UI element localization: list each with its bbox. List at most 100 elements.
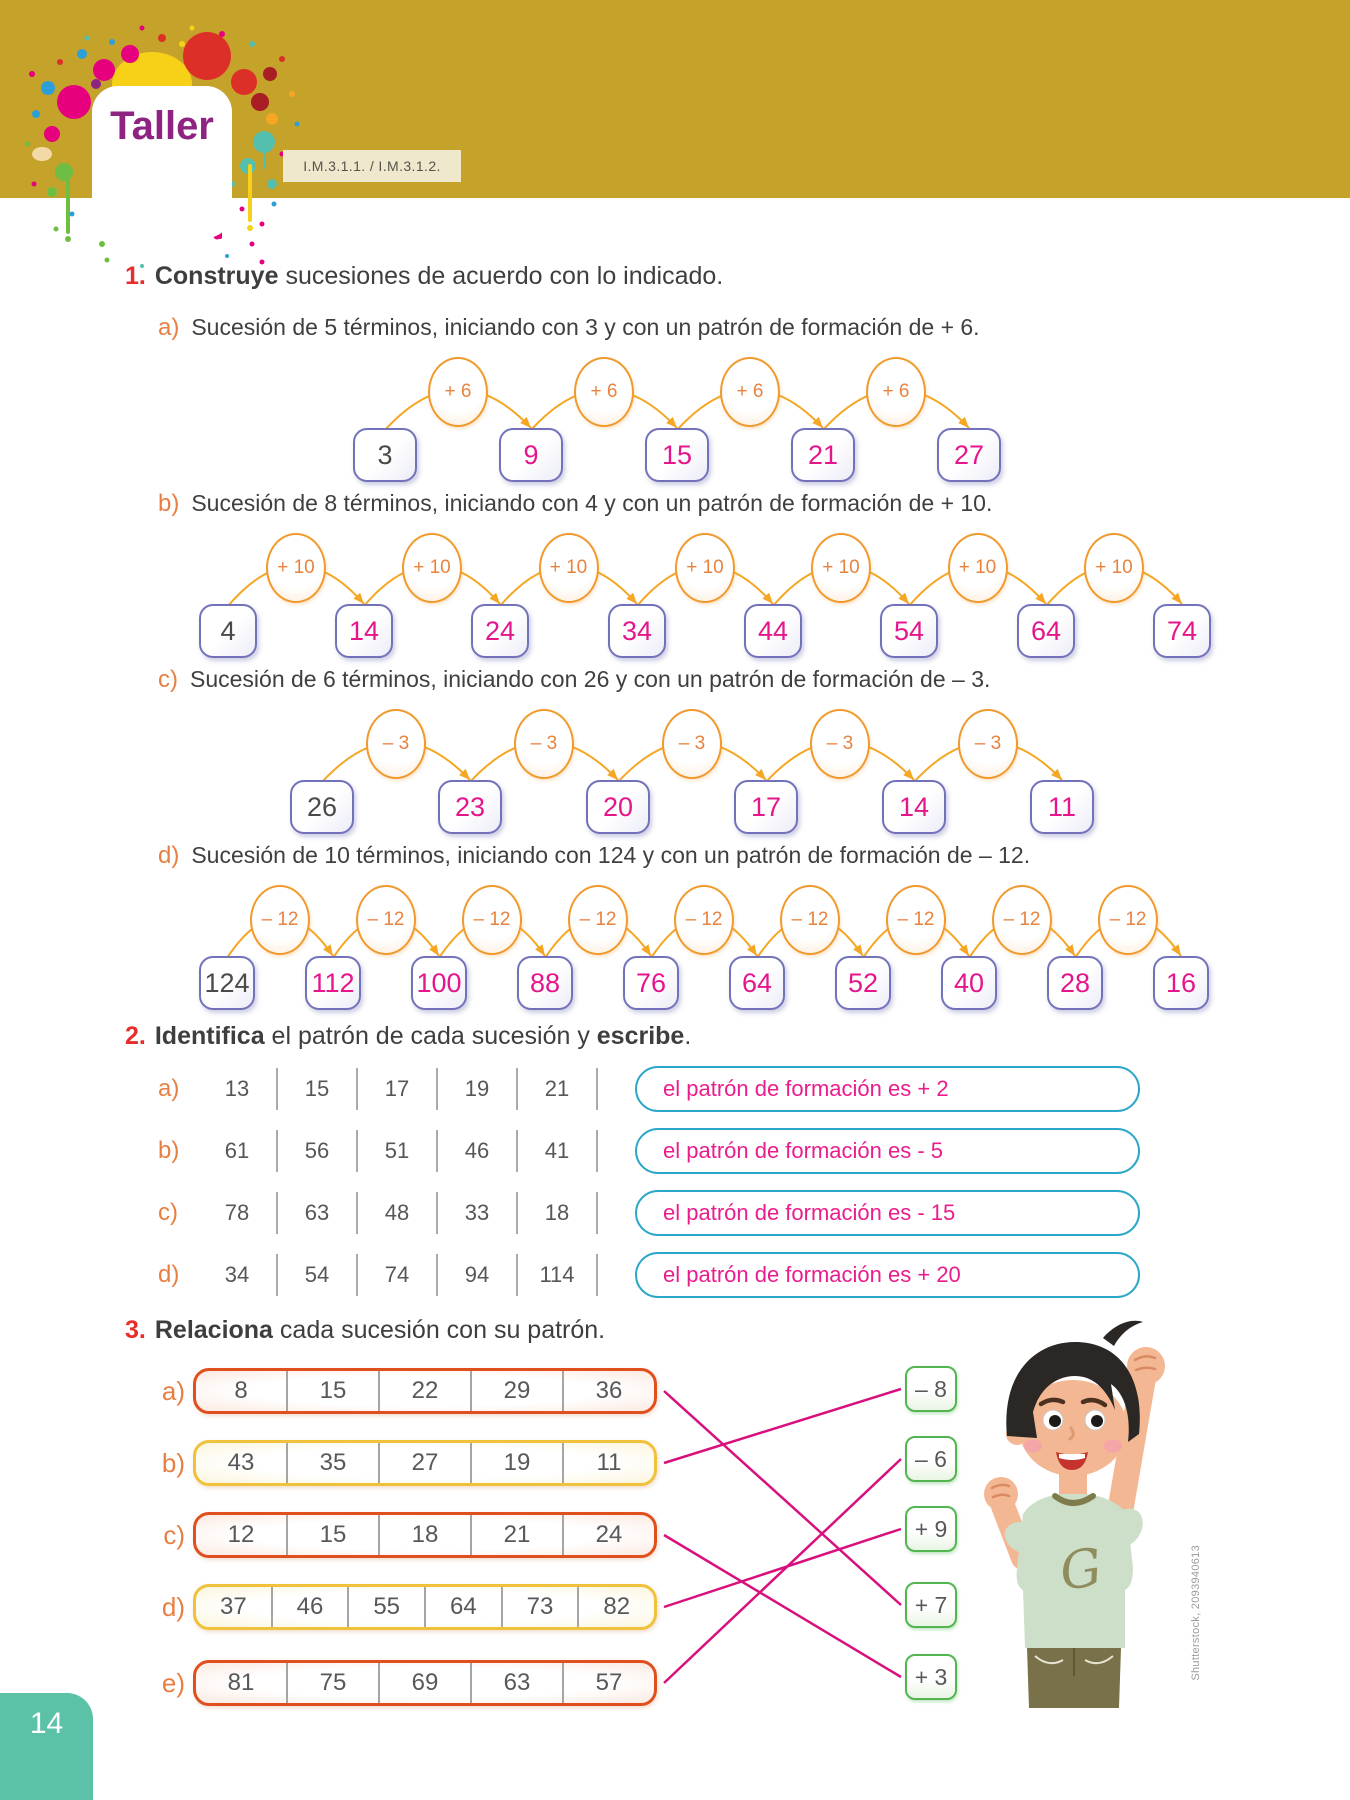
separator-bar xyxy=(436,1130,438,1172)
separator-bar xyxy=(596,1192,598,1234)
header-tab: Taller xyxy=(92,86,232,238)
sequence-number: 61 xyxy=(224,1138,250,1163)
separator-bar xyxy=(276,1130,278,1172)
item-label: d) xyxy=(158,1261,180,1288)
step-badge: – 3 xyxy=(366,709,426,779)
table-cell: 81 xyxy=(227,1669,255,1696)
sequence-number: 78 xyxy=(224,1200,250,1225)
sequence-given-term: 3 xyxy=(353,428,417,482)
separator-bar xyxy=(436,1068,438,1110)
table-cell: 21 xyxy=(470,1515,562,1555)
standard-code-badge: I.M.3.1.1. / I.M.3.1.2. xyxy=(283,150,461,182)
exercise1-title-text: sucesiones de acuerdo con lo indicado. xyxy=(278,262,724,290)
item-label: c) xyxy=(163,1520,185,1550)
table-cell: 18 xyxy=(378,1515,470,1555)
sequence-answer-term: 76 xyxy=(623,956,679,1010)
standard-code-text: I.M.3.1.1. / I.M.3.1.2. xyxy=(303,158,441,174)
exercise3-sequence-table-d: 37 46 55 64 73 82 xyxy=(193,1584,657,1630)
sequence-number: 34 xyxy=(224,1262,250,1287)
exercise1b-instruction: b) Sucesión de 8 términos, iniciando con … xyxy=(158,490,992,518)
sequence-diagram-c: – 3– 3– 3– 3– 3 26 23 20 17 14 11 xyxy=(0,700,1350,850)
exercise1-title: 1. Construye sucesiones de acuerdo con lo… xyxy=(125,262,723,291)
separator-bar xyxy=(356,1068,358,1110)
sequence-given-term: 4 xyxy=(199,604,257,658)
separator-bar xyxy=(516,1192,518,1234)
sequence-answer-term: 14 xyxy=(335,604,393,658)
instruction-text: Sucesión de 5 términos, iniciando con 3 … xyxy=(191,314,980,340)
boy-illustration: G xyxy=(984,1320,1165,1708)
sequence-number: 63 xyxy=(304,1200,330,1225)
step-badge: + 10 xyxy=(402,533,462,603)
exercise3-verb: Relaciona xyxy=(154,1316,273,1344)
table-cell: 46 xyxy=(270,1587,348,1627)
pattern-answer-pill: el patrón de formación es + 2 xyxy=(635,1066,1140,1112)
table-cell: 63 xyxy=(470,1663,562,1703)
page-number-box: 14 xyxy=(0,1693,93,1800)
step-badge: + 10 xyxy=(538,533,599,603)
separator-bar xyxy=(356,1254,358,1296)
step-badge: – 12 xyxy=(886,885,946,955)
separator-bar xyxy=(516,1068,518,1110)
instruction-text: Sucesión de 6 términos, iniciando con 26… xyxy=(190,666,991,692)
separator-bar xyxy=(356,1130,358,1172)
exercise3-title-text: cada sucesión con su patrón. xyxy=(272,1316,606,1344)
sequence-answer-term: 34 xyxy=(608,604,666,658)
item-label: c) xyxy=(158,666,178,693)
pattern-option-box: + 3 xyxy=(905,1654,957,1700)
table-cell: 73 xyxy=(500,1587,578,1627)
step-badge: – 12 xyxy=(462,885,522,955)
sequence-number: 74 xyxy=(384,1262,410,1287)
table-cell: 19 xyxy=(470,1443,562,1483)
separator-bar xyxy=(596,1130,598,1172)
sequence-number: 114 xyxy=(539,1262,575,1287)
exercise2-row-c: c) 78 63 48 33 18 xyxy=(158,1190,598,1236)
exercise2-title-period: . xyxy=(684,1022,692,1050)
step-badge: – 12 xyxy=(780,885,840,955)
step-badge: – 3 xyxy=(514,709,574,779)
sequence-answer-term: 88 xyxy=(517,956,573,1010)
step-badge: – 3 xyxy=(810,709,870,779)
step-badge: + 6 xyxy=(574,357,634,427)
table-cell: 55 xyxy=(347,1587,424,1627)
table-cell: 8 xyxy=(234,1377,248,1404)
sequence-number: 41 xyxy=(544,1138,570,1163)
sequence-number: 17 xyxy=(384,1076,410,1101)
table-cell: 15 xyxy=(286,1515,378,1555)
step-badge: – 12 xyxy=(250,885,310,955)
item-label: b) xyxy=(161,1448,185,1478)
sequence-number: 94 xyxy=(464,1262,490,1287)
separator-bar xyxy=(276,1254,278,1296)
sequence-answer-term: 15 xyxy=(645,428,709,482)
pattern-answer-pill: el patrón de formación es - 15 xyxy=(635,1190,1140,1236)
step-badge: – 12 xyxy=(992,885,1052,955)
step-badge: – 12 xyxy=(356,885,416,955)
exercise1d-instruction: d) Sucesión de 10 términos, iniciando con… xyxy=(158,842,1030,870)
sequence-answer-term: 27 xyxy=(937,428,1001,482)
sequence-answer-term: 112 xyxy=(305,956,361,1010)
table-cell: 64 xyxy=(424,1587,501,1627)
pattern-option-box: + 7 xyxy=(905,1582,957,1628)
pattern-option-box: – 6 xyxy=(905,1436,957,1482)
exercise2-verb2: escribe xyxy=(596,1022,685,1050)
sequence-answer-term: 100 xyxy=(411,956,467,1010)
sequence-number: 54 xyxy=(304,1262,330,1287)
step-badge: + 10 xyxy=(811,533,871,603)
step-badge: – 12 xyxy=(568,885,628,955)
pattern-option-box: + 9 xyxy=(905,1506,957,1552)
exercise2-row-d: d) 34 54 74 94 114 xyxy=(158,1252,598,1298)
separator-bar xyxy=(436,1192,438,1234)
sequence-answer-term: 9 xyxy=(499,428,563,482)
step-badge: + 6 xyxy=(866,357,926,427)
sequence-number: 48 xyxy=(384,1200,410,1225)
item-label: a) xyxy=(158,1075,180,1102)
item-label: a) xyxy=(161,1376,185,1406)
exercise3-sequence-table-c: 12 15 18 21 24 xyxy=(193,1512,657,1558)
instruction-text: Sucesión de 10 términos, iniciando con 1… xyxy=(191,842,1031,868)
sequence-answer-term: 20 xyxy=(586,780,650,834)
sequence-number: 13 xyxy=(224,1076,250,1101)
sequence-answer-term: 28 xyxy=(1047,956,1103,1010)
pattern-answer-pill: el patrón de formación es - 5 xyxy=(635,1128,1140,1174)
step-badge: + 10 xyxy=(1084,533,1144,603)
item-label: b) xyxy=(158,1137,180,1164)
